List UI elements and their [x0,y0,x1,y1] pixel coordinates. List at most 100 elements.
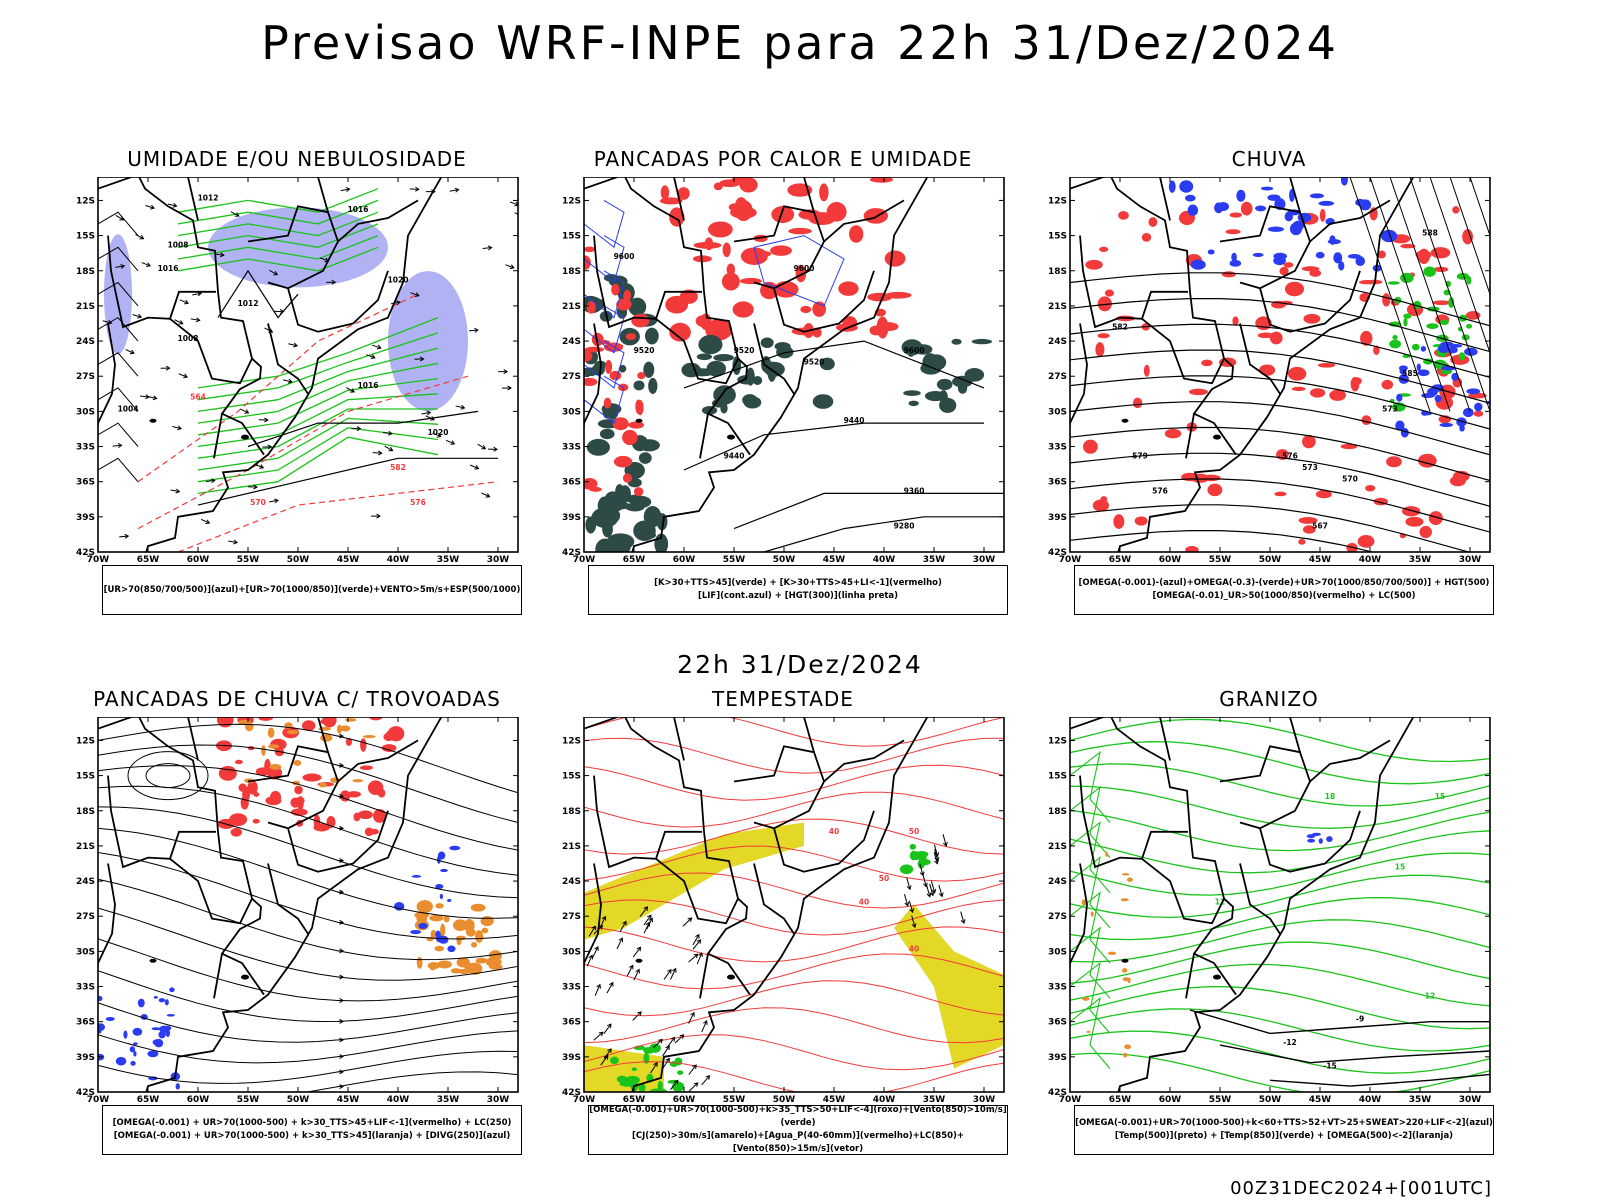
convection-area-red [722,242,731,258]
rain-area-red [1225,229,1241,235]
contour-label: 1012 [238,299,259,308]
convection-area-red [659,197,683,205]
wind-vector-head [698,952,703,958]
x-tick-label: 35W [437,555,460,565]
wind-vector [119,535,129,538]
streamline [1429,177,1490,355]
wind-vector [132,314,142,318]
precip-water-contour [584,953,1004,990]
y-tick-label: 27S [1048,912,1067,922]
temp850-contour [1070,785,1111,858]
humidity-area-blue [388,271,468,412]
x-tick-label: 50W [1259,555,1282,565]
divergence-area-blue [133,1050,137,1057]
y-tick-label: 18S [76,267,95,277]
y-tick-label: 12S [76,196,95,206]
atlantic-coastline [631,177,929,552]
rain-area-blue [1451,372,1459,382]
wind-vector [633,969,640,981]
omega-area-orange [1105,851,1108,857]
state-border [593,235,702,329]
convection-area-darkgreen [696,353,713,361]
wind-vector-head [601,915,607,921]
rain-area-red [1274,491,1287,497]
y-tick-label: 39S [1048,1053,1067,1063]
x-tick-label: 45W [823,555,846,565]
convection-area-darkgreen [936,378,953,391]
state-border [753,323,795,395]
rain-area-red [1240,201,1253,216]
contour-label: 576 [1282,451,1298,460]
map-frame [97,717,519,1093]
wind-area-green [657,1080,663,1091]
wind-vector-head [926,892,932,898]
thunder-area-orange [427,962,440,970]
convection-area-darkgreen [618,364,627,373]
temp500-contour [1219,1044,1490,1064]
x-tick-label: 55W [723,1095,746,1105]
precip-water-contour [584,926,1004,963]
state-border [213,953,223,999]
state-border [699,953,709,999]
divergence-area-blue [105,1016,115,1021]
wind-vector-head [183,373,189,379]
rain-area-red [1229,212,1242,218]
thunder-area-red [364,827,374,837]
convection-area-red [721,272,740,291]
wind-vector [192,292,202,296]
thunder-area-red [346,791,361,798]
state-border [107,235,216,329]
streamline [127,751,209,801]
wind-vector-head [172,202,178,208]
contour-label: 9360 [904,486,925,495]
wind-vector-head [481,445,487,450]
wind-vector [269,499,279,503]
wind-vector-head [339,1037,344,1043]
rain-area-red [1303,313,1321,324]
wind-vector [666,1037,675,1048]
wind-vector [214,253,224,256]
x-tick-label: 40W [1359,555,1382,565]
convection-area-darkgreen [971,338,993,345]
axes: 70W 65W 60W 55W 50W 45W 40W 35W 30W 12S 15S 18S 21S 2… [76,717,518,1105]
state-border [1141,318,1225,385]
wind-area-green [643,1052,650,1064]
thunder-area-red [357,810,373,820]
convection-area-red [613,455,633,468]
lif-contour-blue [584,270,625,319]
wind-vector-head [645,921,651,927]
convection-area-red [719,179,740,188]
wind-vector [230,211,240,217]
wind-vector [384,445,393,451]
convection-area-darkgreen [908,400,919,407]
rain-area-green [1461,334,1470,341]
rain-area-red [1350,376,1360,392]
wind-vector [653,1039,663,1048]
wind-vector-head [598,924,604,930]
state-border [1219,745,1311,830]
rain-area-blue [1439,422,1454,427]
y-tick-label: 18S [562,267,581,277]
state-border [317,177,329,213]
y-tick-label: 30S [562,407,581,417]
x-tick-label: 40W [873,1095,896,1105]
x-tick-label: 55W [237,1095,260,1105]
wind-vector-head [609,981,614,987]
wind-vector-head [474,327,479,333]
wind-vector-head [339,1084,344,1090]
wind-vector-head [279,308,285,314]
rain-area-red [1113,514,1125,529]
y-tick-label: 21S [562,302,581,312]
y-tick-label: 33S [76,983,95,993]
wind-vector-head [514,201,518,207]
divergence-area-blue [447,898,452,902]
convection-area-darkgreen [648,377,658,395]
wind-vector-head [137,313,143,319]
convection-area-red [631,313,650,328]
convection-area-red [885,291,912,299]
convection-area-red [633,487,644,497]
wind-vector [960,911,965,924]
map-frame [1069,177,1491,553]
map-content [98,717,518,1092]
convection-area-red [586,301,596,314]
